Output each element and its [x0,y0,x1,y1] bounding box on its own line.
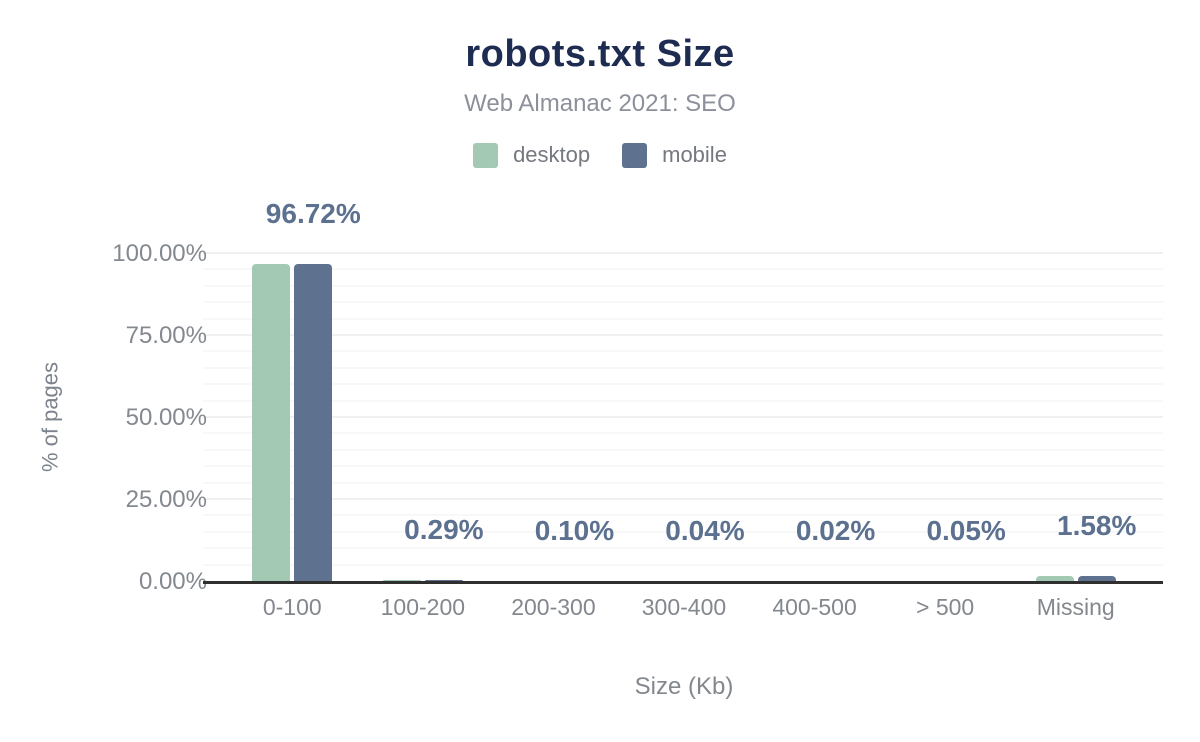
x-axis-category-label: 200-300 [511,594,596,620]
x-axis-line [203,581,1163,584]
bar-mobile[interactable] [1077,575,1116,581]
x-axis-title: Size (Kb) [634,673,734,700]
value-label: 0.04% [665,514,745,546]
x-axis-category-label: 100-200 [380,594,466,620]
minor-gridline [203,399,1163,402]
value-label: 0.10% [534,514,615,546]
x-axis-category-label: 0-100 [262,594,322,620]
value-label: 1.58% [1057,509,1137,541]
minor-gridline [203,383,1163,386]
minor-gridline [203,284,1163,287]
chart-subtitle: Web Almanac 2021: SEO [464,90,736,117]
value-label: 0.02% [795,514,876,546]
bar-desktop[interactable] [1035,575,1074,581]
legend-item-desktop[interactable]: desktop [473,142,590,168]
legend: desktop mobile [0,141,1200,169]
minor-gridline [203,514,1163,517]
legend-item-mobile[interactable]: mobile [622,142,727,168]
minor-gridline [203,366,1163,369]
x-axis-category-label: 400-500 [772,594,857,620]
bar-desktop[interactable] [382,580,421,581]
minor-gridline [203,563,1163,566]
value-label: 0.05% [926,514,1006,546]
y-axis-tick-label: 100.00% [112,240,207,267]
major-gridline [203,334,1163,336]
legend-label-mobile: mobile [662,142,727,167]
y-axis-tick-label: 25.00% [125,486,207,513]
x-axis-category-label: Missing [1036,594,1115,620]
minor-gridline [203,481,1163,484]
minor-gridline [203,317,1163,320]
value-label: 0.29% [404,514,484,546]
y-axis-tick-label: 0.00% [138,568,207,595]
legend-label-desktop: desktop [513,142,591,167]
minor-gridline [203,465,1163,468]
bar-desktop[interactable] [252,263,291,581]
desktop-swatch-icon [473,142,499,168]
y-axis-tick-label: 50.00% [125,404,207,431]
chart-title: robots.txt Size [465,33,735,75]
major-gridline [203,416,1163,418]
major-gridline [203,252,1163,254]
minor-gridline [203,432,1163,435]
mobile-swatch-icon [622,142,648,168]
y-axis-tick-label: 75.00% [125,322,207,349]
minor-gridline [203,350,1163,353]
bar-mobile[interactable] [424,580,463,581]
minor-gridline [203,547,1163,550]
minor-gridline [203,530,1163,533]
minor-gridline [203,301,1163,304]
minor-gridline [203,268,1163,271]
x-axis-category-label: 300-400 [641,594,727,620]
x-axis-category-label: > 500 [916,594,975,620]
bar-mobile[interactable] [294,263,333,581]
minor-gridline [203,448,1163,451]
value-label: 96.72% [265,197,361,229]
major-gridline [203,498,1163,500]
